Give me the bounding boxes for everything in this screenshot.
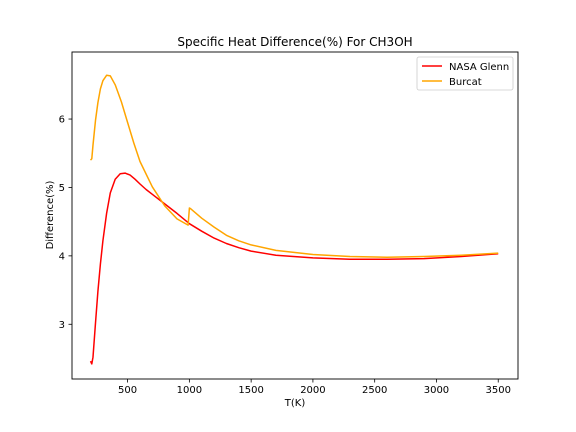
x-tick-label: 500 xyxy=(118,385,137,396)
x-tick-label: 2500 xyxy=(362,385,387,396)
legend: NASA Glenn Burcat xyxy=(416,56,514,91)
series-layer xyxy=(89,74,499,365)
x-tick-label: 2000 xyxy=(300,385,325,396)
series-line-nasa-glenn xyxy=(89,172,499,365)
legend-label-nasa-glenn: NASA Glenn xyxy=(449,62,509,73)
y-axis-label: Difference(%) xyxy=(45,180,56,249)
y-tick-label: 3 xyxy=(59,320,65,331)
series-line-burcat xyxy=(89,74,499,258)
x-axis-label: T(K) xyxy=(284,398,306,409)
y-axis: 3 4 5 6 xyxy=(59,115,72,331)
x-tick-label: 1500 xyxy=(238,385,263,396)
x-axis: 500 1000 1500 2000 2500 3000 3500 xyxy=(118,379,511,396)
legend-label-burcat: Burcat xyxy=(449,77,482,88)
y-tick-label: 6 xyxy=(59,115,65,126)
chart-title: Specific Heat Difference(%) For CH3OH xyxy=(177,35,412,49)
axes-frame xyxy=(71,51,519,380)
x-tick-label: 1000 xyxy=(177,385,202,396)
plot-area xyxy=(71,51,519,380)
x-tick-label: 3500 xyxy=(486,385,511,396)
x-tick-label: 3000 xyxy=(424,385,449,396)
y-tick-label: 4 xyxy=(59,251,65,262)
y-tick-label: 5 xyxy=(59,183,65,194)
